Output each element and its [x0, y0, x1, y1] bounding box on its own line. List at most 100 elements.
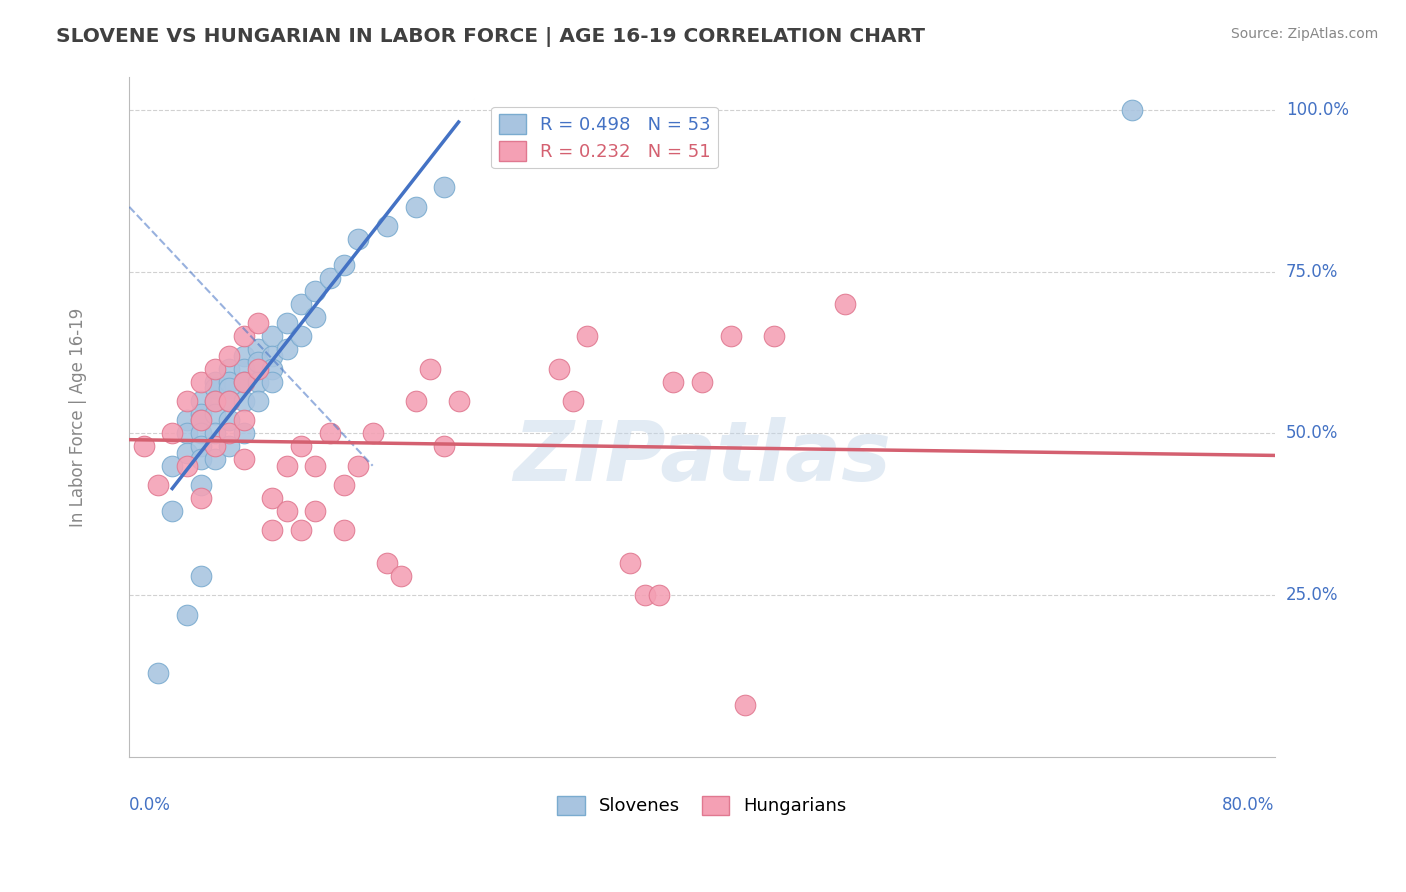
- Point: [389, 568, 412, 582]
- Point: [562, 394, 585, 409]
- Point: [160, 504, 183, 518]
- Point: [247, 317, 270, 331]
- Point: [232, 349, 254, 363]
- Point: [262, 375, 284, 389]
- Point: [204, 375, 226, 389]
- Point: [405, 200, 427, 214]
- Point: [276, 504, 298, 518]
- Point: [247, 355, 270, 369]
- Point: [190, 491, 212, 505]
- Text: 50.0%: 50.0%: [1286, 425, 1339, 442]
- Point: [405, 394, 427, 409]
- Point: [204, 452, 226, 467]
- Point: [218, 426, 240, 441]
- Point: [176, 607, 198, 622]
- Text: 80.0%: 80.0%: [1222, 796, 1275, 814]
- Point: [232, 452, 254, 467]
- Legend: Slovenes, Hungarians: Slovenes, Hungarians: [550, 789, 853, 822]
- Point: [834, 297, 856, 311]
- Point: [218, 375, 240, 389]
- Point: [232, 413, 254, 427]
- Text: 0.0%: 0.0%: [129, 796, 172, 814]
- Point: [204, 394, 226, 409]
- Point: [232, 375, 254, 389]
- Point: [262, 329, 284, 343]
- Point: [304, 310, 326, 324]
- Point: [304, 504, 326, 518]
- Point: [160, 458, 183, 473]
- Point: [218, 381, 240, 395]
- Point: [304, 284, 326, 298]
- Point: [176, 446, 198, 460]
- Point: [218, 361, 240, 376]
- Point: [576, 329, 599, 343]
- Point: [375, 556, 398, 570]
- Point: [190, 375, 212, 389]
- Point: [347, 232, 370, 246]
- Point: [762, 329, 785, 343]
- Point: [290, 524, 312, 538]
- Point: [232, 329, 254, 343]
- Point: [290, 329, 312, 343]
- Text: SLOVENE VS HUNGARIAN IN LABOR FORCE | AGE 16-19 CORRELATION CHART: SLOVENE VS HUNGARIAN IN LABOR FORCE | AG…: [56, 27, 925, 46]
- Point: [146, 478, 169, 492]
- Text: In Labor Force | Age 16-19: In Labor Force | Age 16-19: [69, 308, 87, 527]
- Point: [276, 317, 298, 331]
- Point: [204, 381, 226, 395]
- Point: [190, 452, 212, 467]
- Point: [276, 343, 298, 357]
- Point: [218, 349, 240, 363]
- Point: [419, 361, 441, 376]
- Point: [204, 361, 226, 376]
- Point: [232, 361, 254, 376]
- Point: [690, 375, 713, 389]
- Point: [433, 180, 456, 194]
- Point: [190, 568, 212, 582]
- Text: 25.0%: 25.0%: [1286, 586, 1339, 604]
- Text: ZIPatlas: ZIPatlas: [513, 417, 891, 499]
- Point: [190, 394, 212, 409]
- Point: [232, 426, 254, 441]
- Point: [333, 258, 356, 272]
- Point: [276, 458, 298, 473]
- Point: [619, 556, 641, 570]
- Point: [160, 426, 183, 441]
- Point: [176, 458, 198, 473]
- Point: [333, 478, 356, 492]
- Point: [262, 349, 284, 363]
- Point: [190, 439, 212, 453]
- Point: [433, 439, 456, 453]
- Point: [262, 524, 284, 538]
- Point: [447, 394, 470, 409]
- Point: [290, 297, 312, 311]
- Point: [662, 375, 685, 389]
- Point: [247, 394, 270, 409]
- Point: [333, 524, 356, 538]
- Point: [204, 394, 226, 409]
- Point: [232, 375, 254, 389]
- Point: [720, 329, 742, 343]
- Point: [547, 361, 569, 376]
- Point: [304, 458, 326, 473]
- Point: [204, 407, 226, 421]
- Point: [247, 375, 270, 389]
- Point: [247, 361, 270, 376]
- Point: [1121, 103, 1143, 117]
- Point: [204, 426, 226, 441]
- Point: [190, 407, 212, 421]
- Point: [190, 478, 212, 492]
- Point: [375, 219, 398, 234]
- Point: [319, 271, 342, 285]
- Point: [232, 394, 254, 409]
- Point: [262, 361, 284, 376]
- Point: [290, 439, 312, 453]
- Point: [132, 439, 155, 453]
- Point: [262, 491, 284, 505]
- Point: [347, 458, 370, 473]
- Point: [218, 394, 240, 409]
- Text: 100.0%: 100.0%: [1286, 101, 1348, 119]
- Point: [176, 426, 198, 441]
- Point: [218, 394, 240, 409]
- Point: [190, 413, 212, 427]
- Text: 75.0%: 75.0%: [1286, 262, 1339, 281]
